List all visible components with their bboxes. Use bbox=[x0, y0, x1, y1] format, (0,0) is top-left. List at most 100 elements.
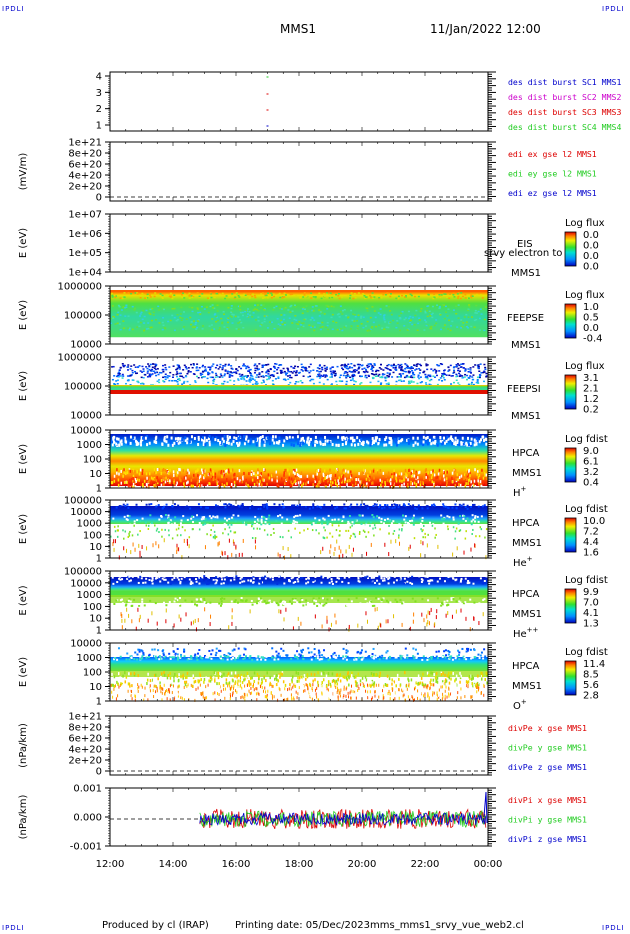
spectrogram-pixel bbox=[240, 504, 243, 507]
spectrogram-pixel bbox=[132, 542, 134, 547]
y-tick-label: 1e+05 bbox=[68, 248, 102, 259]
spectrogram-pixel bbox=[280, 522, 283, 525]
spectrogram-pixel bbox=[185, 375, 188, 378]
spectrogram-pixel bbox=[121, 470, 124, 474]
spectrogram-pixel bbox=[381, 523, 384, 526]
spectrogram-pixel bbox=[114, 383, 117, 386]
spectrogram-pixel bbox=[341, 364, 344, 366]
spectrogram-pixel bbox=[146, 297, 149, 299]
spectrogram-pixel bbox=[124, 618, 126, 623]
spectrogram-pixel bbox=[110, 535, 112, 538]
spectrogram-pixel bbox=[451, 320, 454, 323]
spectrogram-pixel bbox=[398, 522, 401, 525]
spectrogram-pixel bbox=[180, 293, 183, 296]
spectrogram-pixel bbox=[198, 578, 201, 581]
spectrogram-pixel bbox=[419, 369, 422, 371]
spectrogram-pixel bbox=[466, 582, 469, 585]
spectrogram-pixel bbox=[123, 292, 126, 294]
spectrogram-pixel bbox=[421, 381, 424, 383]
spectrogram-pixel bbox=[458, 375, 461, 378]
spectrogram-pixel bbox=[191, 366, 194, 369]
spectrogram-pixel bbox=[401, 310, 404, 313]
spectrogram-pixel bbox=[320, 581, 323, 584]
spectrogram-pixel bbox=[165, 476, 167, 480]
spectrogram-pixel bbox=[427, 293, 430, 296]
spectrogram-pixel bbox=[181, 317, 184, 319]
spectrogram-pixel bbox=[432, 297, 435, 300]
spectrogram-pixel bbox=[264, 294, 267, 297]
spectrogram-pixel bbox=[228, 503, 231, 506]
spectrogram-pixel bbox=[155, 483, 157, 487]
spectrogram-pixel bbox=[297, 575, 300, 578]
spectrogram-pixel bbox=[252, 440, 255, 444]
spectrogram-pixel bbox=[253, 482, 256, 486]
spectrogram-pixel bbox=[377, 442, 380, 446]
spectrogram-pixel bbox=[183, 576, 186, 579]
spectrogram-pixel bbox=[473, 319, 476, 322]
instrument-label: HPCA bbox=[512, 448, 540, 459]
spectrogram-pixel bbox=[314, 517, 317, 520]
spectrogram-pixel bbox=[432, 375, 435, 377]
spectrogram-pixel bbox=[411, 482, 414, 486]
spectrogram-pixel bbox=[346, 474, 349, 478]
spectrogram-pixel bbox=[427, 599, 430, 602]
spectrogram-pixel bbox=[232, 539, 234, 544]
spectrogram-pixel bbox=[453, 296, 456, 298]
spectrogram-pixel bbox=[344, 477, 346, 481]
spectrogram-pixel bbox=[387, 619, 389, 624]
spectrogram-pixel bbox=[470, 316, 473, 318]
spectrogram-pixel bbox=[366, 364, 369, 367]
spectrogram-pixel bbox=[127, 483, 129, 487]
spectrogram-pixel bbox=[312, 296, 315, 298]
spectrogram-pixel bbox=[296, 441, 299, 445]
spectrogram-pixel bbox=[259, 527, 261, 530]
spectrogram-pixel bbox=[233, 380, 236, 382]
spectrogram-pixel bbox=[316, 370, 319, 372]
spectrogram-pixel bbox=[412, 381, 415, 383]
spectrogram-pixel bbox=[415, 484, 418, 488]
spectrogram-pixel bbox=[273, 601, 276, 604]
spectrogram-pixel bbox=[258, 582, 261, 585]
spectrogram-pixel bbox=[378, 582, 381, 585]
spectrogram-pixel bbox=[481, 435, 484, 439]
spectrogram-pixel bbox=[124, 315, 127, 317]
spectrogram-pixel bbox=[362, 293, 365, 295]
spectrogram-pixel bbox=[174, 597, 177, 600]
spectrogram-pixel bbox=[332, 370, 335, 372]
spectrogram-pixel bbox=[176, 313, 179, 316]
spectrogram-pixel bbox=[448, 319, 451, 322]
spectrogram-pixel bbox=[221, 321, 224, 324]
spectrogram-pixel bbox=[324, 435, 327, 439]
spectrogram-pixel bbox=[218, 541, 220, 546]
spectrogram-pixel bbox=[329, 474, 331, 478]
spectrogram-pixel bbox=[299, 297, 302, 299]
spectrogram-pixel bbox=[195, 366, 198, 368]
spectrogram-pixel bbox=[458, 384, 461, 386]
spectrogram-pixel bbox=[348, 515, 351, 518]
spectrogram-pixel bbox=[245, 380, 248, 382]
spectrogram-pixel bbox=[122, 529, 124, 532]
spectrogram-pixel bbox=[173, 623, 175, 628]
spectrogram-pixel bbox=[301, 436, 304, 440]
spectrogram-pixel bbox=[278, 364, 281, 367]
spectrogram-pixel bbox=[260, 523, 263, 526]
spectrogram-pixel bbox=[456, 440, 459, 444]
spectrogram-pixel bbox=[401, 528, 403, 531]
spectrogram-pixel bbox=[321, 326, 324, 328]
spectrogram-pixel bbox=[121, 578, 124, 581]
spectrogram-pixel bbox=[263, 517, 266, 520]
spectrogram-pixel bbox=[325, 602, 328, 605]
spectrogram-pixel bbox=[155, 505, 158, 508]
spectrogram-pixel bbox=[423, 484, 425, 488]
spectrogram-pixel bbox=[254, 438, 257, 442]
spectrogram-pixel bbox=[426, 368, 429, 371]
spectrogram-pixel bbox=[260, 293, 263, 295]
spectrogram-pixel bbox=[387, 375, 390, 378]
spectrogram-pixel bbox=[154, 577, 157, 580]
spectrogram-pixel bbox=[230, 307, 233, 310]
spectrogram-pixel bbox=[416, 382, 419, 385]
spectrogram-pixel bbox=[373, 363, 376, 365]
